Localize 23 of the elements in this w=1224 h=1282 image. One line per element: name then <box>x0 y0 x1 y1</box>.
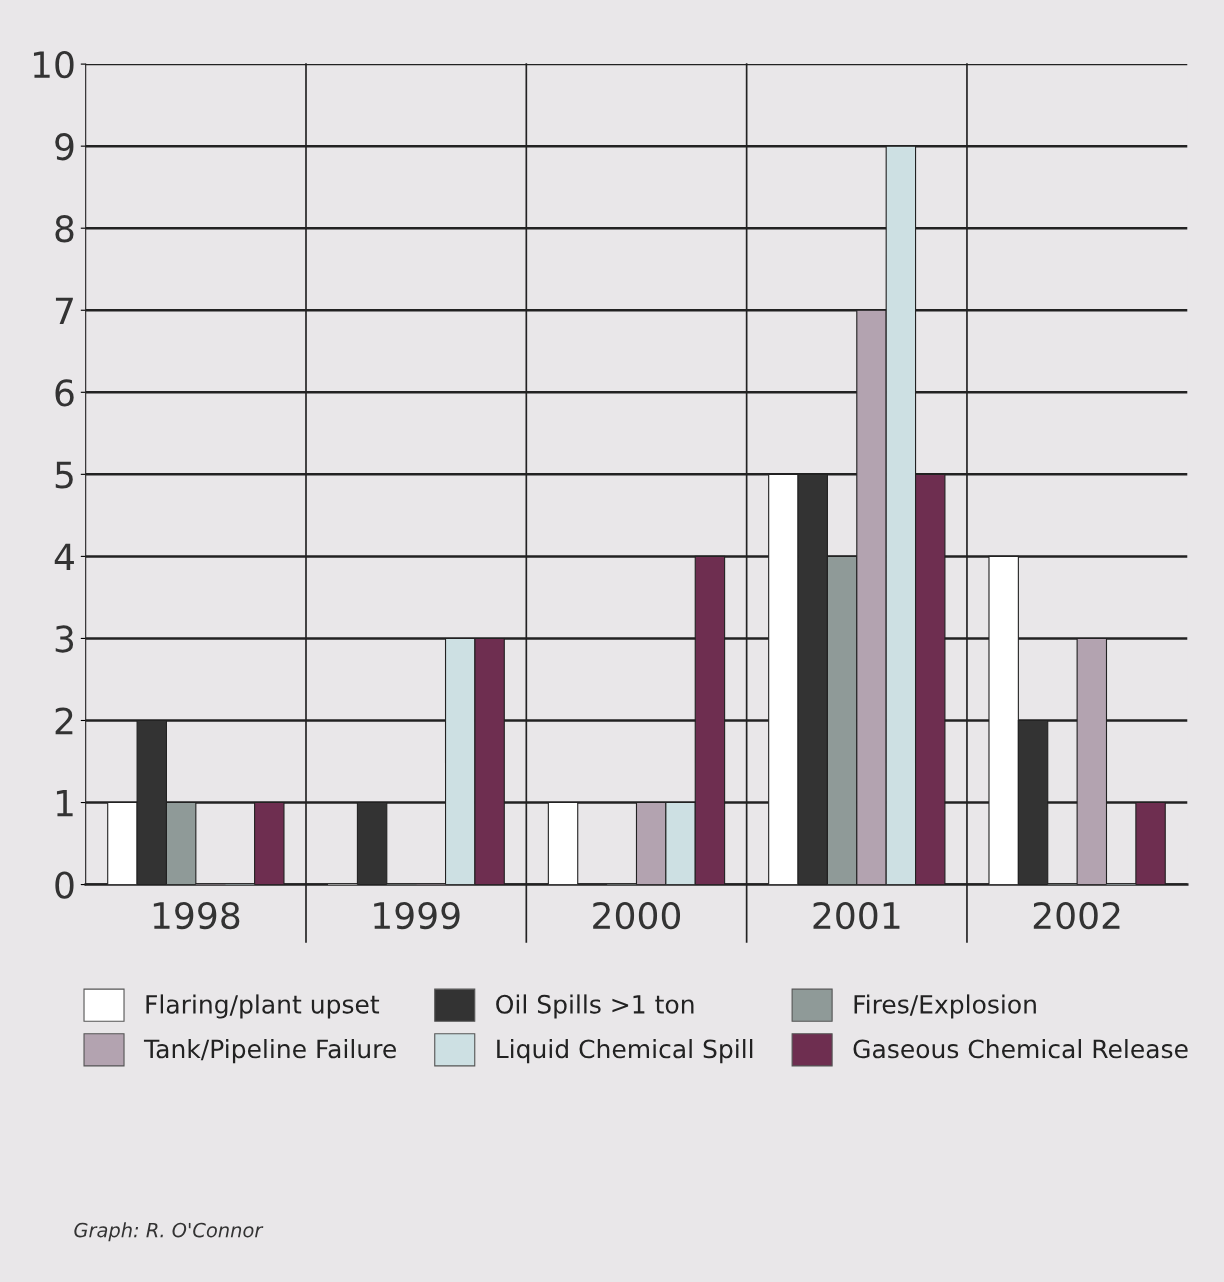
legend-label: Tank/Pipeline Failure <box>143 1039 396 1064</box>
y-tick-label: 1 <box>56 789 73 817</box>
x-tick-label: 2002 <box>1033 901 1120 930</box>
legend-label: Flaring/plant upset <box>146 994 380 1019</box>
y-tick-label: 4 <box>54 543 74 571</box>
y-tick-label: 0 <box>55 871 74 899</box>
y-tick-label: 9 <box>55 133 74 161</box>
y-tick-label: 10 <box>33 51 74 79</box>
y-tick-label: 7 <box>55 297 73 324</box>
text: Graph: R. O'Connor <box>74 1222 264 1242</box>
x-tick-label: 2000 <box>593 901 681 930</box>
x-tick-label: 1998 <box>153 901 240 930</box>
y-tick-label: 6 <box>55 379 74 407</box>
y-tick-label: 2 <box>55 707 73 735</box>
legend-label: Fires/Explosion <box>854 994 1036 1019</box>
legend-label: Oil Spills >1 ton <box>496 994 694 1019</box>
x-tick-label: 1999 <box>374 901 460 930</box>
x-tick-label: 2001 <box>813 901 900 930</box>
y-tick-label: 3 <box>55 625 74 653</box>
y-tick-label: 8 <box>55 215 74 243</box>
y-tick-label: 5 <box>55 461 73 489</box>
legend-label: Gaseous Chemical Release <box>853 1039 1188 1059</box>
legend-label: Liquid Chemical Spill <box>497 1039 753 1064</box>
